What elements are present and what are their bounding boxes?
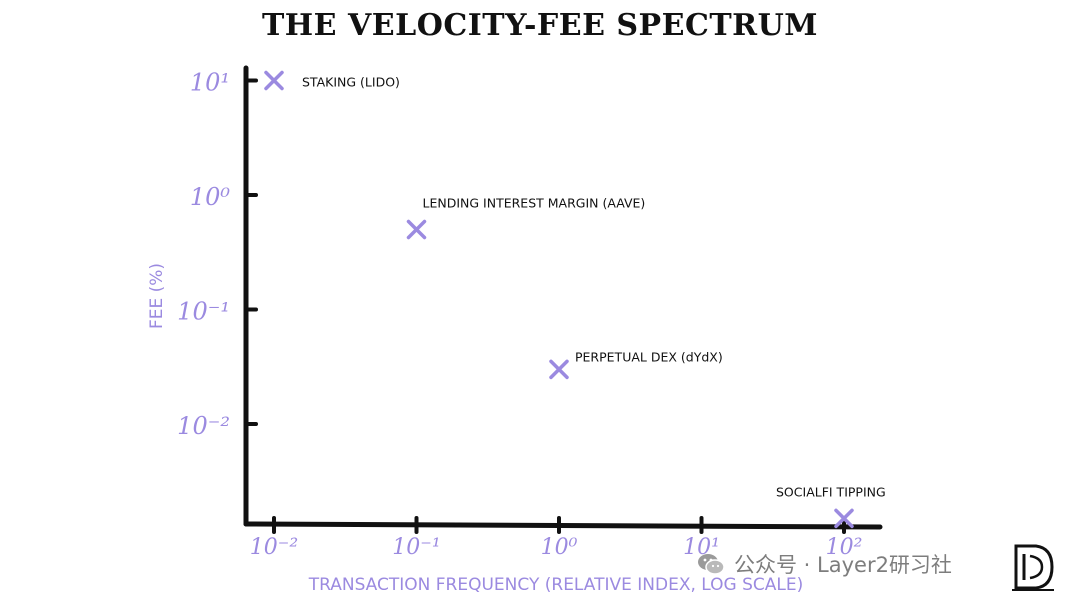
watermark: 公众号 · Layer2研习社 bbox=[696, 548, 952, 580]
data-point-label: PERPETUAL DEX (dYdX) bbox=[575, 349, 723, 364]
x-tick-label: 10⁻¹ bbox=[392, 535, 440, 560]
brand-logo-icon bbox=[1012, 544, 1054, 591]
data-point-label: SOCIALFI TIPPING bbox=[776, 484, 886, 499]
data-point-label: LENDING INTEREST MARGIN (AAVE) bbox=[423, 195, 646, 210]
y-axis-label: FEE (%) bbox=[147, 263, 167, 329]
data-point bbox=[406, 219, 427, 240]
chart-title: THE VELOCITY-FEE SPECTRUM bbox=[261, 8, 818, 43]
wechat-icon bbox=[698, 554, 725, 575]
x-tick-label: 10⁻² bbox=[250, 535, 298, 560]
y-tick-label: 10¹ bbox=[190, 69, 230, 97]
data-point bbox=[549, 359, 569, 380]
x-axis-label: TRANSACTION FREQUENCY (RELATIVE INDEX, L… bbox=[308, 575, 804, 595]
x-axis-line bbox=[243, 521, 883, 530]
y-tick-label: 10⁻¹ bbox=[177, 298, 230, 326]
x-tick-label: 10⁰ bbox=[541, 535, 578, 560]
y-tick-label: 10⁻² bbox=[177, 412, 230, 440]
x-tick-label: 10² bbox=[826, 535, 863, 560]
data-point bbox=[264, 70, 284, 91]
watermark-text: 公众号 · Layer2研习社 bbox=[734, 553, 952, 577]
y-tick-label: 10⁰ bbox=[190, 183, 231, 211]
data-point bbox=[834, 508, 854, 529]
data-point-label: STAKING (LIDO) bbox=[302, 75, 400, 90]
